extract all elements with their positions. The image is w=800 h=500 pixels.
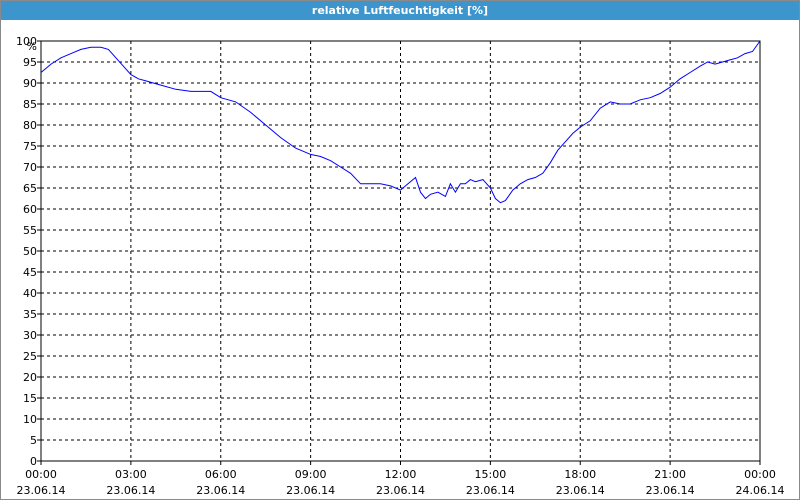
x-tick-time-label: 18:00 [564,468,596,481]
humidity-line [40,40,761,204]
y-tick-label: 60 [23,203,37,216]
x-tick-time-label: 15:00 [475,468,507,481]
y-tick-label: 85 [23,98,37,111]
y-tick-label: 30 [23,329,37,342]
x-tick-time-label: 09:00 [295,468,327,481]
y-tick-label: 5 [30,434,37,447]
y-tick-label: 90 [23,77,37,90]
y-tick-label: 70 [23,161,37,174]
y-tick-label: 55 [23,224,37,237]
x-tick-date-label: 23.06.14 [466,484,515,497]
y-tick-label: 15 [23,392,37,405]
y-tick-label: 75 [23,140,37,153]
x-tick-time-label: 00:00 [744,468,776,481]
y-tick-label: 0 [30,455,37,468]
y-axis-label: % [27,40,37,53]
x-tick-time-label: 12:00 [385,468,417,481]
y-tick-label: 20 [23,371,37,384]
y-tick-label: 65 [23,182,37,195]
y-tick-label: 10 [23,413,37,426]
y-tick-label: 35 [23,308,37,321]
x-tick-date-label: 23.06.14 [556,484,605,497]
x-tick-date-label: 23.06.14 [286,484,335,497]
y-tick-label: 95 [23,56,37,69]
x-tick-date-label: 23.06.14 [17,484,66,497]
x-tick-date-label: 23.06.14 [376,484,425,497]
y-axis: % 0 5 10 15 20 25 30 35 40 45 50 55 60 65 70 75 80 85 90 95… [16,35,41,468]
x-tick-time-label: 21:00 [654,468,686,481]
x-tick-date-label: 24.06.14 [736,484,785,497]
y-tick-label: 50 [23,245,37,258]
y-tick-label: 40 [23,287,37,300]
x-tick-time-label: 06:00 [205,468,237,481]
grid-lines [41,41,760,461]
x-tick-date-label: 23.06.14 [646,484,695,497]
chart-title: relative Luftfeuchtigkeit [%] [1,1,799,20]
x-tick-date-label: 23.06.14 [196,484,245,497]
y-tick-label: 45 [23,266,37,279]
y-tick-label: 25 [23,350,37,363]
x-tick-time-label: 00:00 [25,468,57,481]
y-tick-label: 100 [16,35,37,48]
x-tick-date-label: 23.06.14 [106,484,155,497]
x-tick-time-label: 03:00 [115,468,147,481]
y-tick-label: 80 [23,119,37,132]
x-axis: 00:00 23.06.14 03:00 23.06.14 06:00 23.06.14 0… [17,461,785,497]
series [40,40,761,204]
